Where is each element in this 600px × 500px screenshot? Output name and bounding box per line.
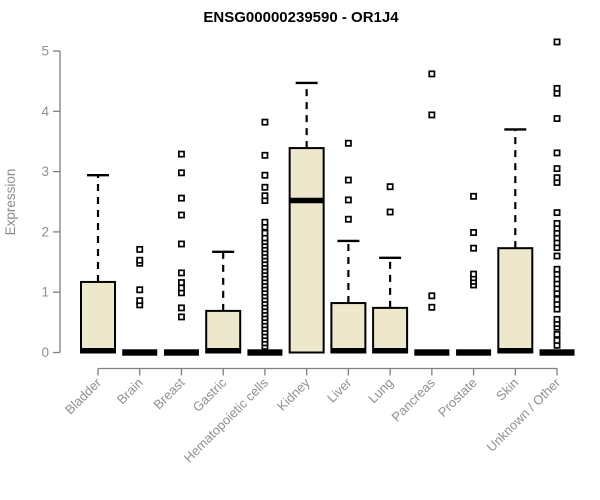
outlier-point bbox=[178, 284, 185, 292]
collapsed-box-brain bbox=[122, 349, 158, 356]
outlier-point bbox=[261, 229, 269, 237]
outlier-point bbox=[553, 336, 561, 344]
outlier-point bbox=[553, 84, 561, 92]
outlier-point bbox=[428, 292, 436, 300]
x-tick-label: Gastric bbox=[190, 375, 230, 415]
outlier-point bbox=[178, 240, 185, 248]
outlier-point bbox=[261, 171, 269, 179]
outlier-point bbox=[553, 265, 561, 273]
outlier-point bbox=[136, 256, 144, 264]
outlier-point bbox=[553, 315, 561, 323]
y-tick-label: 2 bbox=[41, 224, 49, 239]
outlier-point bbox=[553, 220, 561, 227]
x-tick-label: Liver bbox=[324, 375, 355, 406]
x-tick-label: Bladder bbox=[62, 375, 105, 418]
y-tick-label: 1 bbox=[41, 285, 49, 300]
x-tick-label: Brain bbox=[114, 375, 146, 407]
outlier-point bbox=[470, 270, 478, 278]
box-liver bbox=[330, 302, 367, 354]
outlier-point bbox=[470, 229, 478, 236]
outlier-point bbox=[553, 209, 561, 217]
outlier-point bbox=[386, 208, 394, 216]
outlier-point bbox=[553, 165, 561, 173]
outlier-point bbox=[470, 192, 478, 200]
x-tick-label: Prostate bbox=[435, 375, 480, 420]
outlier-point bbox=[178, 169, 185, 177]
x-tick-label: Pancreas bbox=[389, 375, 439, 425]
outlier-point bbox=[344, 215, 352, 223]
collapsed-box-pancreas bbox=[414, 349, 450, 356]
outlier-point bbox=[261, 183, 269, 191]
outlier-point bbox=[136, 245, 144, 253]
outlier-point bbox=[553, 330, 561, 338]
y-tick-label: 0 bbox=[41, 345, 49, 360]
box-gastric bbox=[205, 309, 242, 354]
outlier-point bbox=[553, 38, 561, 46]
outlier-point bbox=[386, 183, 394, 191]
box-lung bbox=[372, 306, 409, 354]
box-bladder bbox=[80, 280, 116, 354]
outlier-point bbox=[261, 192, 269, 200]
outlier-point bbox=[553, 252, 561, 260]
y-tick-label: 4 bbox=[41, 104, 49, 119]
x-tick-label: Skin bbox=[493, 375, 521, 403]
box-skin bbox=[497, 247, 534, 354]
outlier-point bbox=[553, 115, 561, 122]
outlier-point bbox=[178, 194, 185, 202]
outlier-point bbox=[136, 297, 144, 305]
x-tick-label: Kidney bbox=[274, 375, 313, 414]
outlier-point bbox=[428, 70, 436, 78]
outlier-point bbox=[178, 269, 185, 277]
outlier-point bbox=[261, 151, 269, 159]
outlier-point bbox=[261, 118, 269, 126]
x-tick-label: Lung bbox=[365, 375, 396, 406]
collapsed-box-prostate bbox=[456, 349, 492, 356]
outlier-point bbox=[178, 150, 185, 158]
outlier-point bbox=[344, 196, 352, 204]
outlier-point bbox=[553, 295, 561, 303]
outlier-point bbox=[178, 313, 185, 321]
collapsed-box-hematopoietic-cells bbox=[247, 349, 283, 356]
outlier-point bbox=[178, 304, 185, 312]
outlier-point bbox=[428, 303, 436, 311]
x-tick-label: Unknown / Other bbox=[484, 375, 564, 455]
outlier-point bbox=[136, 286, 144, 294]
box-kidney bbox=[288, 147, 325, 354]
outlier-point bbox=[553, 174, 561, 182]
y-tick-label: 3 bbox=[41, 164, 49, 179]
outlier-point bbox=[261, 218, 269, 226]
chart-title: ENSG00000239590 - OR1J4 bbox=[203, 9, 399, 26]
outlier-point bbox=[470, 244, 478, 252]
collapsed-box-unknown-other bbox=[539, 349, 575, 356]
outlier-point bbox=[428, 111, 436, 119]
outlier-point bbox=[178, 211, 185, 219]
y-axis-label: Expression bbox=[3, 169, 18, 236]
outlier-point bbox=[344, 176, 352, 184]
collapsed-box-breast bbox=[163, 349, 199, 356]
outlier-point bbox=[344, 139, 352, 147]
outlier-point bbox=[553, 149, 561, 157]
y-tick-label: 5 bbox=[41, 44, 49, 59]
x-tick-label: Breast bbox=[150, 375, 187, 412]
outlier-point bbox=[178, 279, 185, 287]
